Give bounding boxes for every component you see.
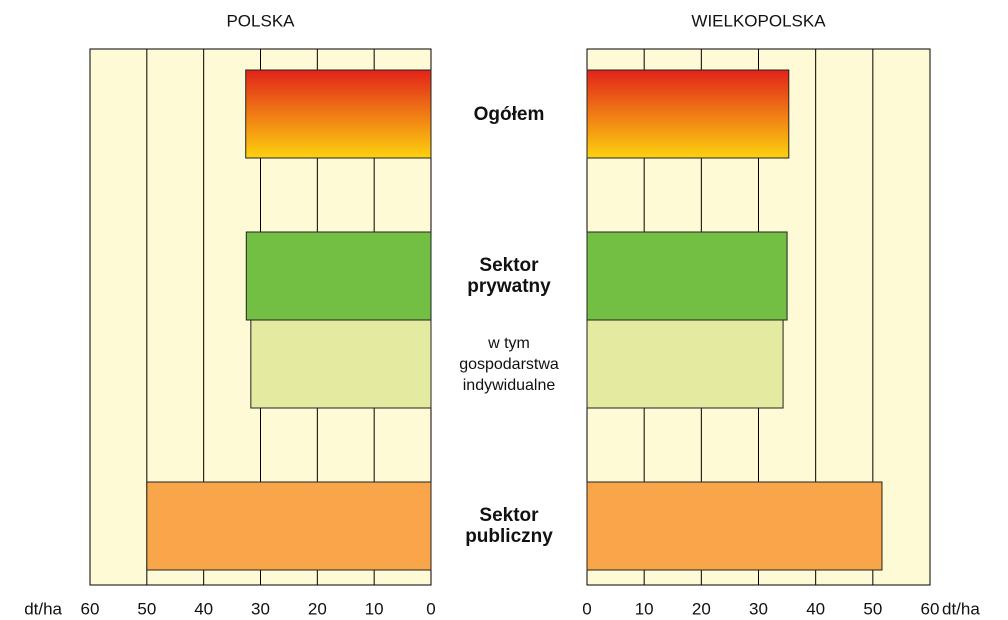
bar	[586, 231, 788, 321]
bar	[245, 69, 432, 159]
x-tick-label: 10	[365, 599, 384, 618]
chart-title: WIELKOPOLSKA	[691, 11, 826, 30]
x-tick-label: 20	[308, 599, 327, 618]
bar	[586, 69, 790, 159]
chart-title: POLSKA	[226, 11, 295, 30]
x-tick-label: 50	[863, 599, 882, 618]
x-tick-label: 40	[806, 599, 825, 618]
category-label: Sektor publiczny	[465, 505, 553, 547]
x-tick-label: 20	[692, 599, 711, 618]
category-label: w tym gospodarstwa indywidualne	[459, 334, 559, 394]
bar	[586, 319, 784, 409]
unit-label: dt/ha	[24, 599, 62, 618]
x-tick-label: 60	[921, 599, 940, 618]
x-tick-label: 60	[81, 599, 100, 618]
bar	[245, 231, 432, 321]
bar	[146, 481, 432, 571]
bar	[250, 319, 432, 409]
x-tick-label: 30	[251, 599, 270, 618]
x-tick-label: 50	[137, 599, 156, 618]
unit-label: dt/ha	[942, 599, 980, 618]
x-tick-label: 40	[194, 599, 213, 618]
x-tick-label: 0	[426, 599, 435, 618]
category-label: Sektor prywatny	[467, 255, 551, 297]
category-label: Ogółem	[473, 103, 545, 125]
bar	[586, 481, 883, 571]
x-tick-label: 0	[582, 599, 591, 618]
x-tick-label: 10	[635, 599, 654, 618]
x-tick-label: 30	[749, 599, 768, 618]
